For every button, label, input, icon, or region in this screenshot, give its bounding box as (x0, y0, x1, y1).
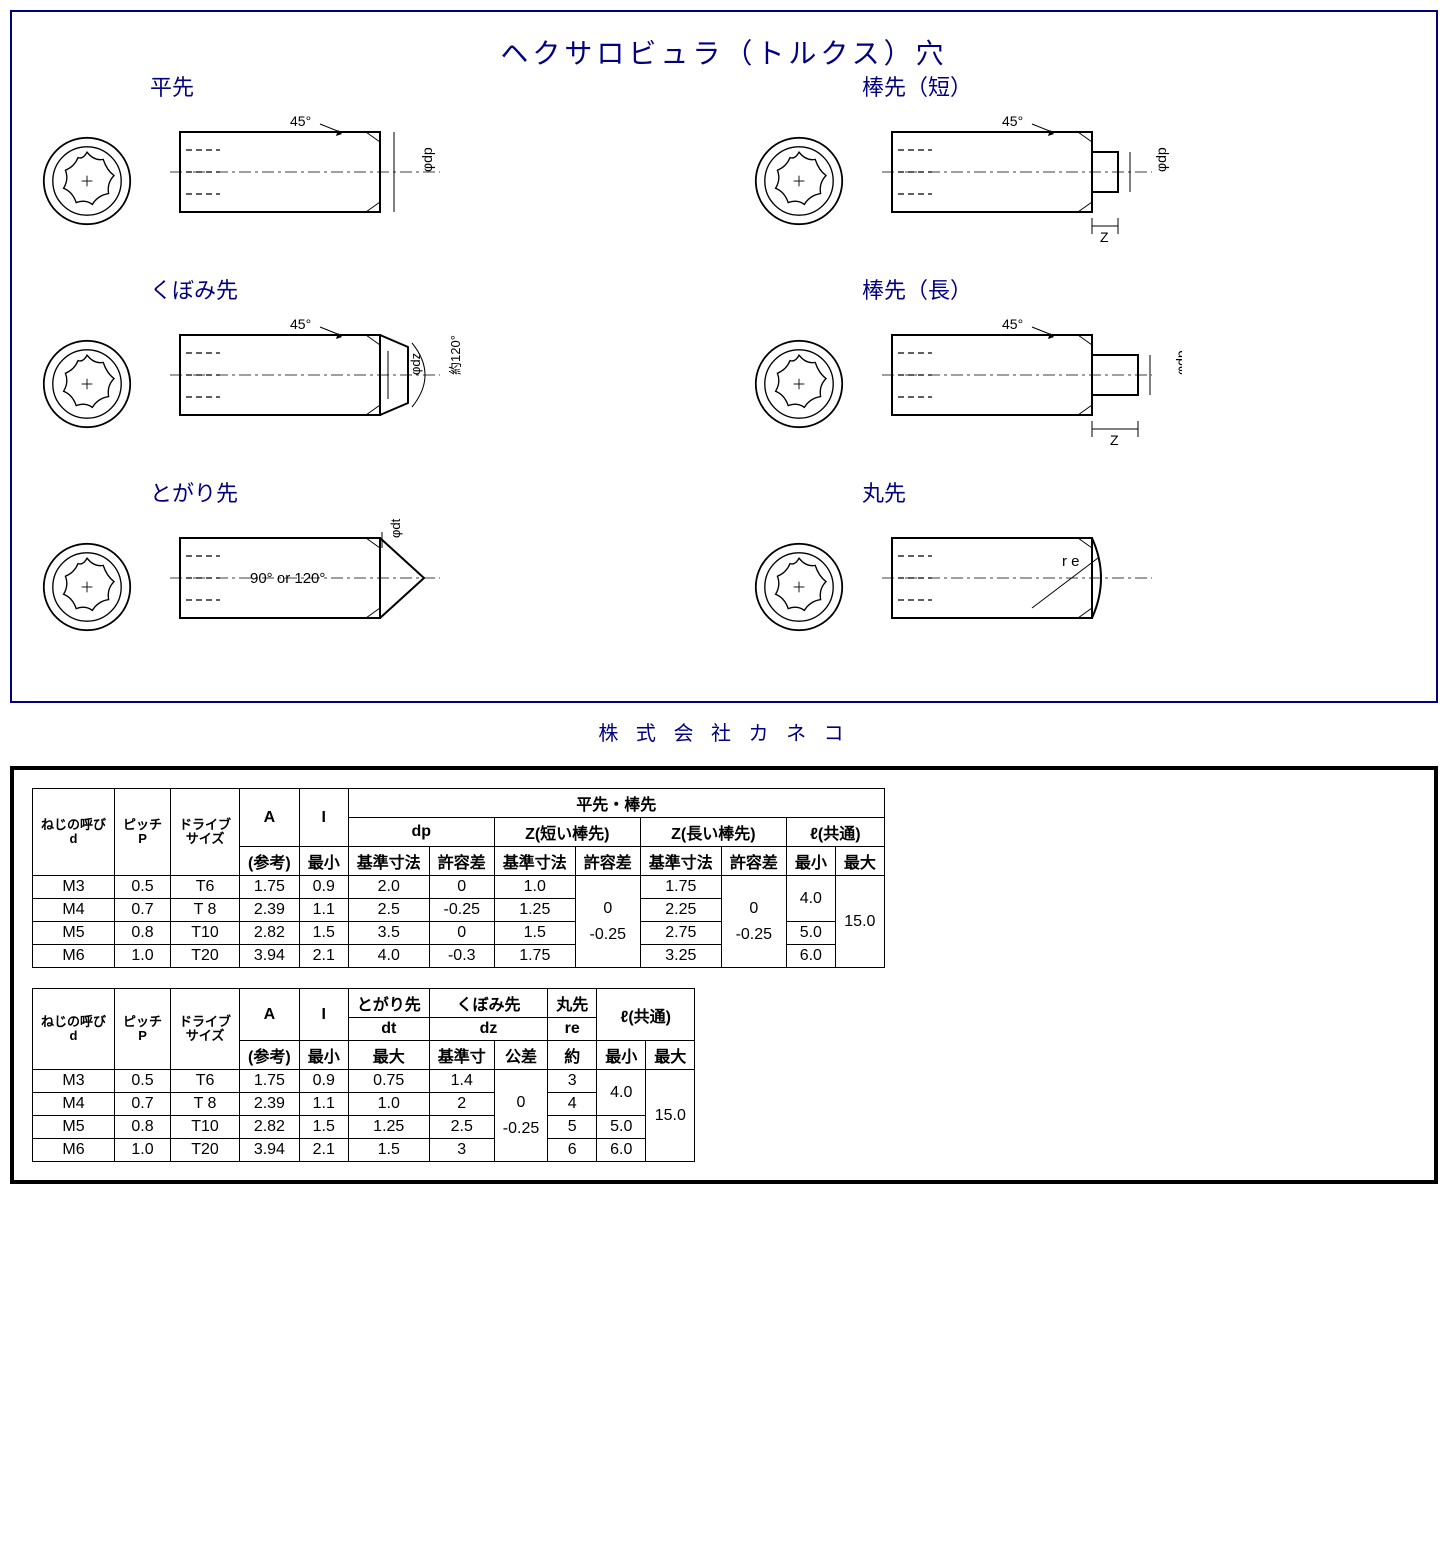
torx-head-icon (42, 136, 132, 226)
screw-type-label: とがり先 (150, 476, 238, 508)
torx-head (42, 136, 132, 231)
screw-body-icon: φdt 90° or 120° (150, 518, 470, 666)
screw-type-label: くぼみ先 (150, 273, 238, 305)
torx-head (42, 542, 132, 637)
screw-type-label: 平先 (150, 70, 194, 102)
screw-body: とがり先 φdt90° or 120° (150, 508, 470, 671)
svg-text:φdp: φdp (419, 147, 435, 172)
diagram-grid: 平先 φdp45° 棒先（短） φdp Z45° (42, 102, 1406, 671)
svg-text:Z: Z (1110, 432, 1119, 448)
screw-body: 棒先（短） φdp Z45° (862, 102, 1182, 265)
svg-text:φdt: φdt (388, 518, 403, 538)
screw-item: とがり先 φdt90° or 120° (42, 508, 694, 671)
svg-text:約120°: 約120° (448, 335, 463, 375)
svg-text:φdp: φdp (1173, 350, 1182, 375)
torx-head (42, 339, 132, 434)
screw-type-label: 棒先（長） (862, 273, 972, 305)
torx-head-icon (42, 542, 132, 632)
torx-head-icon (42, 339, 132, 429)
svg-text:45°: 45° (1002, 113, 1023, 129)
torx-head (754, 136, 844, 231)
table-row: M61.0T203.942.11.5366.0 (33, 1139, 695, 1162)
screw-item: 丸先 r e (754, 508, 1406, 671)
spec-table-2: ねじの呼びd ピッチP ドライブサイズ A I とがり先 くぼみ先 丸先 ℓ(共… (32, 988, 695, 1162)
screw-body-icon: r e (862, 518, 1182, 666)
screw-item: くぼみ先 φdz 約120°45° (42, 305, 694, 468)
svg-text:r e: r e (1062, 553, 1080, 570)
svg-text:φdp: φdp (1153, 147, 1169, 172)
screw-body: 平先 φdp45° (150, 102, 470, 265)
svg-text:90° or 120°: 90° or 120° (250, 570, 325, 587)
screw-body: くぼみ先 φdz 約120°45° (150, 305, 470, 468)
svg-text:45°: 45° (1002, 316, 1023, 332)
torx-head-icon (754, 136, 844, 226)
torx-head-icon (754, 339, 844, 429)
table-row: M30.5T61.750.90.751.40-0.2534.015.0 (33, 1070, 695, 1093)
spec-table-1: ねじの呼びd ピッチP ドライブサイズ A I 平先・棒先 dp Z(短い棒先)… (32, 788, 885, 968)
diagram-title: ヘクサロビュラ（トルクス）穴 (42, 32, 1406, 72)
screw-body-icon: φdz 約120°45° (150, 315, 470, 463)
tables-frame: ねじの呼びd ピッチP ドライブサイズ A I 平先・棒先 dp Z(短い棒先)… (10, 766, 1438, 1184)
company-name: 株 式 会 社 カ ネ コ (10, 717, 1438, 746)
screw-type-label: 棒先（短） (862, 70, 972, 102)
torx-head (754, 339, 844, 434)
screw-item: 棒先（短） φdp Z45° (754, 102, 1406, 265)
screw-item: 平先 φdp45° (42, 102, 694, 265)
screw-item: 棒先（長） φdp Z45° (754, 305, 1406, 468)
svg-text:Z: Z (1100, 229, 1109, 245)
svg-text:45°: 45° (290, 113, 311, 129)
table-row: M50.8T102.821.51.252.555.0 (33, 1116, 695, 1139)
screw-body: 丸先 r e (862, 508, 1182, 671)
screw-body-icon: φdp Z 45° (862, 315, 1182, 463)
table-row: M30.5T61.750.92.001.00-0.251.750-0.254.0… (33, 876, 885, 899)
screw-body: 棒先（長） φdp Z45° (862, 305, 1182, 468)
diagram-container: ヘクサロビュラ（トルクス）穴 平先 φdp 45° 棒先（短） (10, 10, 1438, 703)
svg-text:45°: 45° (290, 316, 311, 332)
screw-type-label: 丸先 (862, 476, 906, 508)
table-row: M40.7T 82.391.11.024 (33, 1093, 695, 1116)
torx-head-icon (754, 542, 844, 632)
torx-head (754, 542, 844, 637)
screw-body-icon: φdp 45° (150, 112, 470, 260)
screw-body-icon: φdp Z 45° (862, 112, 1182, 260)
